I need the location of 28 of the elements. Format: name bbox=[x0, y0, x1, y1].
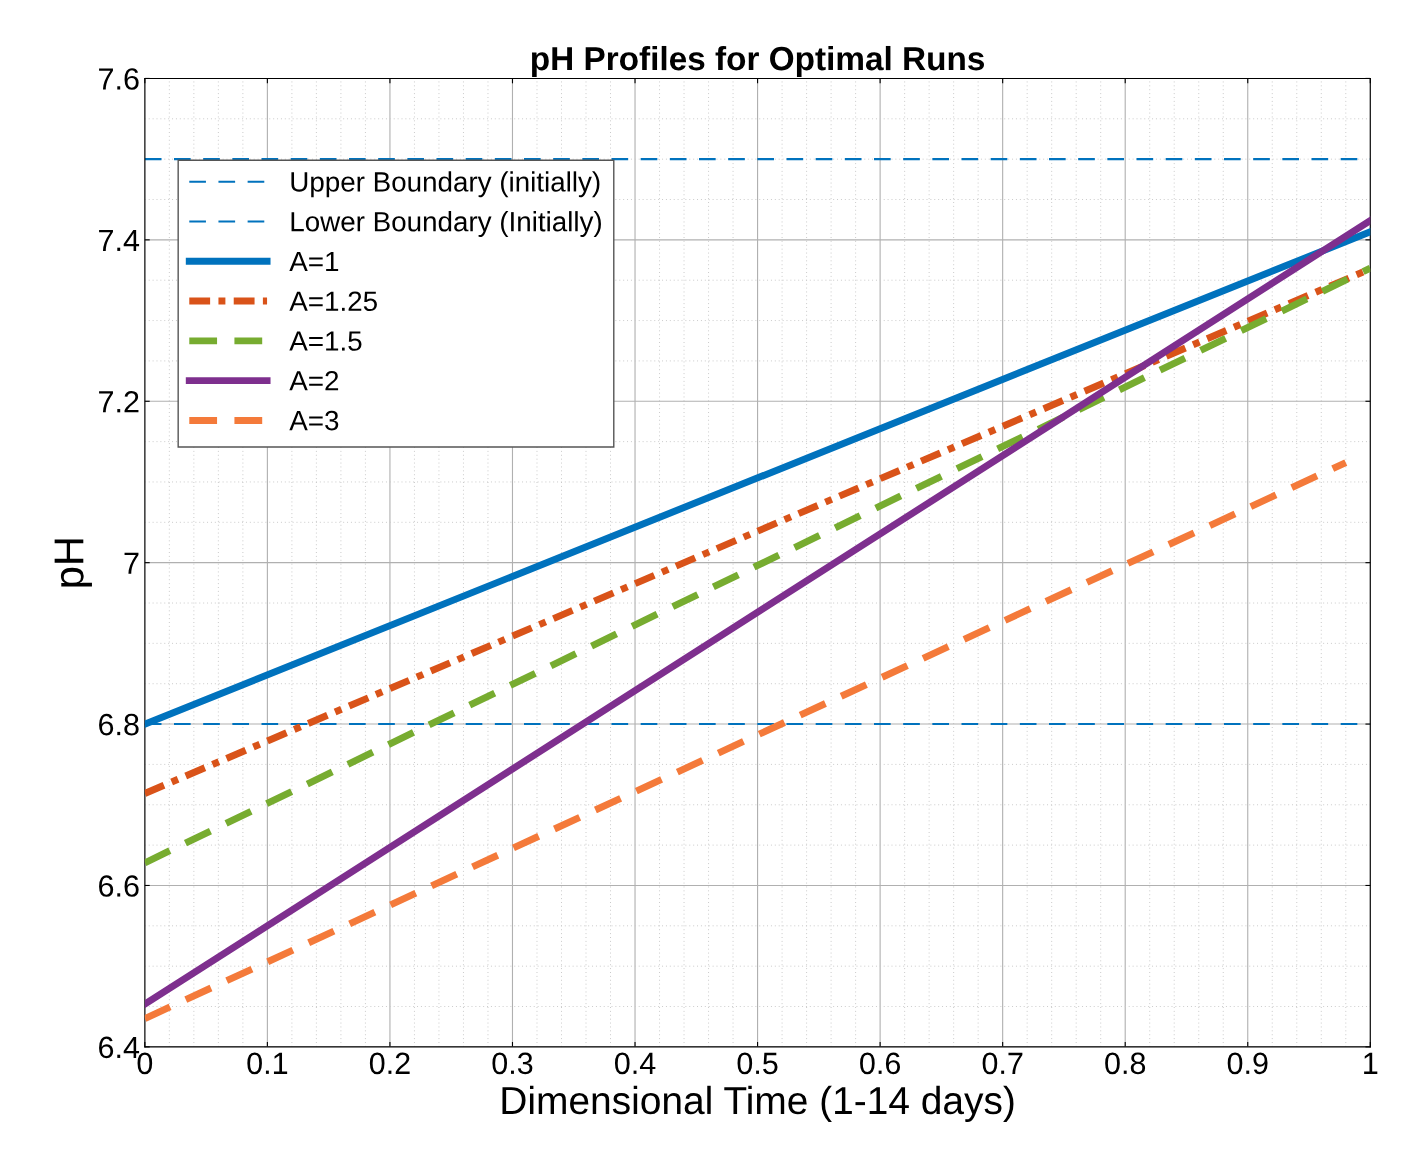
x-tick-label: 0.4 bbox=[614, 1052, 656, 1075]
x-tick-label: 0.6 bbox=[860, 1052, 901, 1075]
legend-label: A=1.5 bbox=[289, 331, 362, 351]
x-tick-label: 0 bbox=[137, 1052, 153, 1075]
y-tick-label: 6.8 bbox=[99, 713, 139, 736]
y-tick-label: 6.4 bbox=[99, 1036, 140, 1059]
y-tick-label: 7 bbox=[124, 552, 139, 574]
x-tick-label: 1 bbox=[1364, 1052, 1378, 1074]
x-tick-label: 0.3 bbox=[492, 1052, 533, 1075]
x-tick-label: 0.1 bbox=[247, 1052, 288, 1075]
x-tick-label: 0.5 bbox=[737, 1052, 778, 1075]
legend-label: A=3 bbox=[289, 410, 339, 431]
y-tick-label: 6.6 bbox=[99, 875, 139, 897]
legend-label: Lower Boundary (Initially) bbox=[291, 211, 601, 237]
y-tick-label: 7.4 bbox=[99, 229, 140, 251]
y-axis-title: pH bbox=[54, 539, 92, 587]
x-tick-label: 0.2 bbox=[369, 1052, 410, 1075]
legend-label: A=1.25 bbox=[289, 291, 377, 312]
chart-title: pH Profiles for Optimal Runs bbox=[531, 45, 985, 78]
legend-label: Upper Boundary (initially) bbox=[291, 171, 600, 198]
y-tick-label: 7.6 bbox=[99, 68, 139, 90]
legend-label: A=2 bbox=[289, 370, 339, 391]
x-tick-label: 0.8 bbox=[1105, 1052, 1146, 1075]
legend-label: A=1 bbox=[289, 251, 339, 272]
x-tick-label: 0.7 bbox=[982, 1052, 1023, 1075]
x-tick-label: 0.9 bbox=[1227, 1052, 1268, 1075]
y-tick-label: 7.2 bbox=[99, 391, 139, 413]
x-axis-title: Dimensional Time (1-14 days) bbox=[502, 1085, 1014, 1123]
